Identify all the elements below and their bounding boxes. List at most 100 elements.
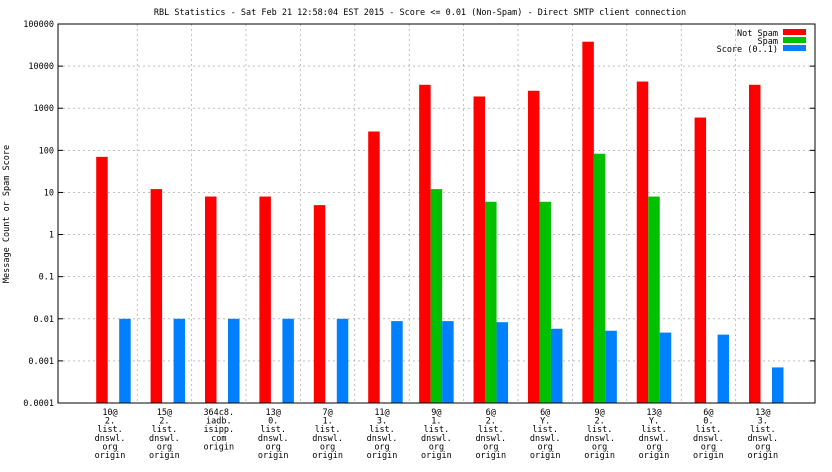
- x-tick-label: origin: [693, 451, 724, 461]
- x-tick-label: list.: [369, 425, 395, 435]
- bar-not-spam: [636, 81, 649, 403]
- plot-frame: [57, 23, 816, 404]
- x-tick-label: 3.: [758, 417, 768, 427]
- chart-title: RBL Statistics - Sat Feb 21 12:58:04 EST…: [154, 8, 686, 18]
- x-tick-label: origin: [95, 451, 126, 461]
- y-tick-label: 100000: [23, 20, 54, 30]
- x-tick-label: 2.: [594, 417, 604, 427]
- x-tick-label: origin: [747, 451, 778, 461]
- bar-not-spam: [259, 196, 271, 403]
- x-tick-label: 6@: [540, 408, 550, 418]
- x-tick-label: list.: [152, 425, 178, 435]
- x-tick-label: 3.: [377, 417, 387, 427]
- x-tick-label: 0.: [703, 417, 713, 427]
- x-tick-label: org: [266, 442, 281, 452]
- y-tick-label: 10: [44, 188, 54, 198]
- x-tick-label: 2.: [159, 417, 169, 427]
- x-tick-label: list.: [424, 425, 450, 435]
- x-tick-label: 9@: [431, 408, 441, 418]
- bar-spam: [539, 201, 551, 403]
- x-tick-label: org: [320, 442, 335, 452]
- y-tick-label: 0.001: [28, 357, 54, 367]
- x-tick-label: dnswl.: [312, 434, 343, 444]
- x-tick-label: 1.: [431, 417, 441, 427]
- x-tick-label: origin: [639, 451, 670, 461]
- y-tick-label: 1000: [34, 104, 54, 114]
- bar-score: [336, 318, 349, 403]
- bar-spam: [648, 196, 660, 403]
- legend-swatch: [783, 29, 806, 35]
- x-tick-label: org: [374, 442, 389, 452]
- bar-score: [550, 328, 563, 403]
- x-tick-label: 2.: [105, 417, 115, 427]
- x-tick-label: dnswl.: [367, 434, 398, 444]
- x-tick-label: org: [102, 442, 117, 452]
- bar-not-spam: [368, 131, 380, 404]
- y-tick-label: 0.0001: [23, 399, 54, 409]
- bar-not-spam: [694, 117, 707, 404]
- x-tick-label: origin: [421, 451, 452, 461]
- x-tick-label: 10@: [102, 408, 117, 418]
- x-tick-label: list.: [97, 425, 123, 435]
- x-tick-label: origin: [584, 451, 615, 461]
- bar-score: [119, 318, 131, 403]
- x-tick-label: list.: [260, 425, 286, 435]
- bar-not-spam: [313, 205, 326, 403]
- bar-score: [605, 330, 617, 403]
- x-tick-label: 13@: [266, 408, 281, 418]
- bar-not-spam: [473, 96, 486, 404]
- x-tick-label: list.: [641, 425, 667, 435]
- x-tick-label: dnswl.: [258, 434, 289, 444]
- y-tick-label: 100: [39, 146, 54, 156]
- x-tick-label: org: [483, 442, 498, 452]
- bar-not-spam: [419, 84, 431, 403]
- x-tick-label: 11@: [374, 408, 389, 418]
- y-tick-label: 0.1: [39, 273, 54, 283]
- x-tick-label: origin: [258, 451, 289, 461]
- bar-not-spam: [582, 41, 594, 404]
- x-tick-label: isipp.: [203, 425, 234, 435]
- bar-score: [442, 321, 454, 403]
- bar-spam: [485, 201, 497, 403]
- bar-score: [173, 318, 186, 403]
- x-tick-label: dnswl.: [149, 434, 180, 444]
- x-tick-label: origin: [367, 451, 398, 461]
- legend-swatch: [783, 37, 806, 43]
- x-tick-label: com: [211, 434, 226, 444]
- bar-not-spam: [749, 84, 761, 403]
- bar-spam: [430, 189, 443, 403]
- legend-label: Not Spam: [737, 29, 778, 39]
- x-tick-label: 9@: [594, 408, 604, 418]
- x-tick-label: 6@: [486, 408, 496, 418]
- x-tick-label: origin: [475, 451, 506, 461]
- bar-score: [717, 334, 730, 403]
- x-tick-label: origin: [530, 451, 561, 461]
- x-tick-label: org: [429, 442, 444, 452]
- x-tick-label: origin: [203, 442, 234, 452]
- x-tick-label: origin: [149, 451, 180, 461]
- x-tick-label: dnswl.: [530, 434, 561, 444]
- x-tick-label: list.: [696, 425, 722, 435]
- bar-score: [282, 318, 294, 403]
- x-tick-label: 1.: [322, 417, 332, 427]
- x-tick-label: 0.: [268, 417, 278, 427]
- bar-not-spam: [150, 189, 163, 403]
- x-tick-label: list.: [478, 425, 504, 435]
- x-tick-label: Y.: [540, 417, 550, 427]
- x-tick-label: list.: [315, 425, 341, 435]
- y-axis-label: Message Count or Spam Score: [2, 145, 12, 283]
- x-tick-label: dnswl.: [639, 434, 670, 444]
- legend-label: Spam: [758, 37, 778, 47]
- bar-score: [772, 367, 784, 403]
- x-tick-label: list.: [750, 425, 776, 435]
- x-tick-label: 7@: [322, 408, 332, 418]
- x-tick-label: 364c8.: [203, 408, 234, 418]
- x-tick-label: dnswl.: [95, 434, 126, 444]
- bar-score: [228, 318, 240, 403]
- x-tick-label: org: [592, 442, 607, 452]
- x-tick-label: list.: [532, 425, 558, 435]
- bar-not-spam: [527, 90, 540, 404]
- x-tick-label: origin: [312, 451, 343, 461]
